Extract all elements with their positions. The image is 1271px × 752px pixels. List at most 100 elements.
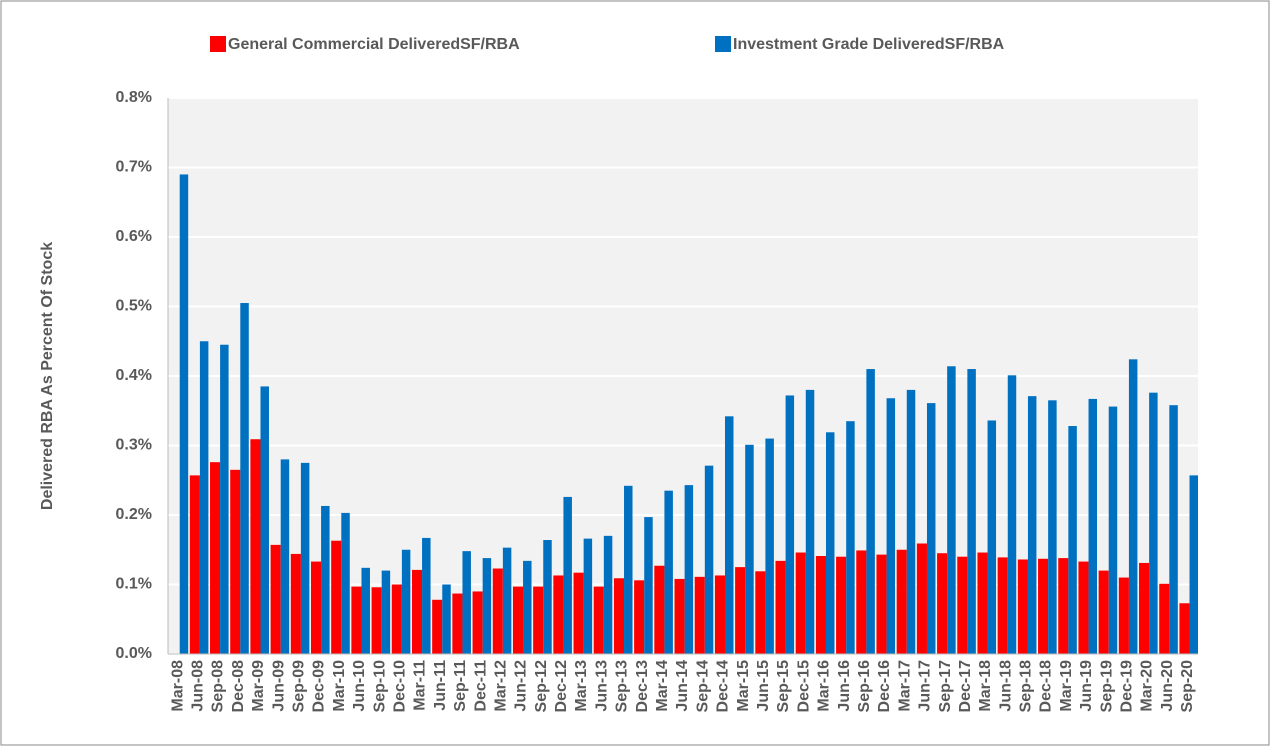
x-tick-label: Jun-15 (755, 660, 772, 712)
y-tick-label: 0.8% (116, 89, 152, 106)
x-tick-label: Jun-17 (917, 660, 934, 712)
x-tick-label: Jun-13 (593, 660, 610, 712)
bar (270, 544, 281, 654)
bar (260, 386, 269, 654)
bar (543, 540, 552, 654)
bar (210, 462, 221, 654)
x-tick-label: Jun-14 (674, 660, 691, 712)
bar (220, 344, 229, 654)
bar (341, 512, 350, 654)
bar (1048, 400, 1057, 654)
bar (250, 439, 261, 654)
bar (401, 549, 411, 654)
bar (1068, 426, 1077, 654)
y-tick-label: 0.2% (116, 506, 152, 523)
x-tick-label: Sep-13 (614, 660, 631, 713)
bar (1189, 475, 1198, 654)
x-tick-label: Dec-14 (715, 660, 732, 713)
bar (189, 475, 200, 654)
x-tick-label: Jun-11 (432, 660, 449, 711)
x-tick-label: Sep-15 (775, 660, 792, 713)
bar (735, 567, 746, 654)
x-tick-label: Sep-14 (694, 660, 711, 713)
bar (634, 580, 645, 654)
y-tick-label: 0.4% (116, 367, 152, 384)
bar (785, 395, 795, 654)
legend-label: Investment Grade DeliveredSF/RBA (733, 36, 1005, 53)
bar (563, 496, 572, 654)
x-tick-label: Dec-08 (230, 660, 247, 713)
bar (1149, 392, 1158, 654)
x-tick-label: Dec-09 (311, 660, 328, 713)
bar (432, 599, 443, 654)
bar (482, 558, 492, 654)
bar (553, 575, 564, 654)
bar (664, 490, 673, 654)
bar (866, 369, 875, 654)
x-tick-label: Sep-18 (1018, 660, 1035, 713)
bar (967, 369, 976, 654)
bar (280, 459, 290, 654)
x-tick-label: Mar-17 (896, 660, 913, 712)
y-tick-label: 0.6% (116, 228, 152, 245)
bar (199, 341, 209, 654)
bar (957, 556, 968, 654)
bar (1169, 405, 1178, 654)
legend-swatch (715, 36, 731, 52)
bar (906, 389, 916, 654)
x-tick-label: Sep-08 (210, 660, 227, 713)
x-tick-label: Dec-12 (553, 660, 570, 713)
bar (603, 535, 613, 654)
x-tick-label: Mar-16 (816, 660, 833, 712)
bar (775, 560, 786, 654)
x-tick-label: Dec-10 (391, 660, 408, 713)
bar (836, 556, 847, 654)
bar (1007, 375, 1017, 654)
bar (815, 556, 826, 654)
x-tick-label: Dec-19 (1119, 660, 1136, 713)
bar (290, 553, 301, 654)
bar (472, 591, 483, 654)
bar (926, 403, 936, 654)
x-tick-label: Mar-13 (573, 660, 590, 712)
y-tick-label: 0.3% (116, 437, 152, 454)
x-tick-label: Dec-17 (957, 660, 974, 713)
x-tick-label: Sep-12 (533, 660, 550, 713)
bar (381, 570, 391, 654)
bar (805, 389, 815, 654)
bar (321, 505, 330, 654)
bar (674, 578, 685, 654)
y-tick-label: 0.0% (116, 645, 152, 662)
bar (351, 586, 362, 654)
bar (583, 538, 593, 654)
x-tick-label: Dec-15 (795, 660, 812, 713)
bar (1027, 396, 1037, 654)
bar (391, 584, 402, 654)
x-tick-label: Sep-11 (452, 660, 469, 712)
bar (613, 578, 625, 654)
bar (1088, 398, 1098, 654)
x-tick-label: Mar-09 (250, 660, 267, 712)
x-tick-label: Jun-20 (1159, 660, 1176, 712)
bar (502, 547, 512, 654)
x-tick-label: Dec-18 (1038, 660, 1055, 713)
bar (714, 575, 726, 654)
bar (523, 560, 532, 654)
bar (1108, 406, 1118, 654)
x-tick-label: Mar-19 (1058, 660, 1075, 712)
x-tick-label: Mar-20 (1139, 660, 1156, 712)
bar (1139, 562, 1150, 654)
x-tick-label: Mar-10 (331, 660, 348, 712)
bar (977, 552, 988, 654)
bar (422, 537, 431, 654)
x-tick-label: Jun-16 (836, 660, 853, 712)
bar (300, 462, 310, 654)
x-tick-label: Jun-08 (190, 660, 207, 712)
y-tick-label: 0.1% (116, 576, 152, 593)
y-tick-label: 0.7% (116, 159, 152, 176)
bar (492, 568, 503, 654)
x-tick-label: Jun-12 (513, 660, 530, 712)
bar (1078, 561, 1089, 654)
bar (1118, 577, 1129, 654)
bar (1058, 558, 1069, 654)
